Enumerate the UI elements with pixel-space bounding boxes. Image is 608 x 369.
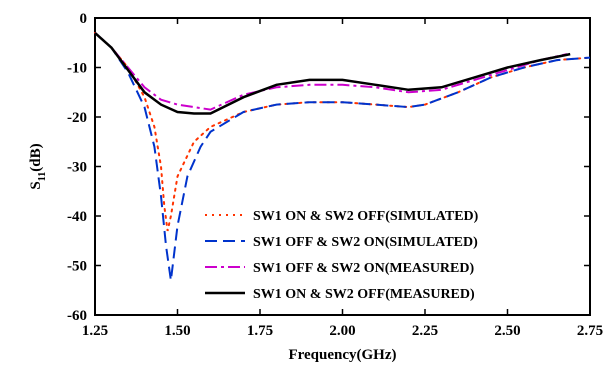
- y-axis-title-subscript: 11: [37, 172, 48, 181]
- x-tick-label: 2.00: [329, 323, 355, 339]
- series-line-4: [94, 31, 571, 115]
- y-tick-label: -50: [67, 259, 87, 275]
- series-layer: [94, 31, 591, 281]
- series-line-1: [94, 31, 591, 232]
- x-tick-label: 1.50: [164, 323, 190, 339]
- legend-label-4: SW1 ON & SW2 OFF(MEASURED): [253, 287, 475, 302]
- x-axis-title: Frequency(GHz): [288, 347, 396, 363]
- x-axis-ticks: 1.25 1.50 1.75 2.00 2.25 2.50 2.75: [82, 18, 603, 339]
- y-tick-label: -10: [67, 61, 87, 77]
- x-tick-label: 2.75: [577, 323, 603, 339]
- y-axis-title: S11(dB): [28, 143, 48, 189]
- x-tick-label: 2.25: [412, 323, 438, 339]
- legend-label-2: SW1 OFF & SW2 ON(SIMULATED): [253, 235, 478, 250]
- legend-label-3: SW1 OFF & SW2 ON(MEASURED): [253, 261, 474, 276]
- series-line-3: [94, 32, 568, 111]
- y-axis-title-main: S: [28, 181, 44, 189]
- y-tick-label: 0: [80, 11, 88, 27]
- y-axis-title-unit: (dB): [28, 143, 44, 171]
- legend-label-1: SW1 ON & SW2 OFF(SIMULATED): [253, 209, 479, 224]
- y-tick-label: -20: [67, 110, 87, 126]
- y-tick-label: -60: [67, 308, 87, 324]
- series-line-2: [94, 32, 591, 281]
- y-tick-label: -30: [67, 160, 87, 176]
- y-tick-label: -40: [67, 209, 87, 225]
- y-axis-ticks: 0 -10 -20 -30 -40 -50 -60: [67, 11, 590, 324]
- x-tick-label: 1.25: [82, 323, 108, 339]
- x-tick-label: 2.50: [494, 323, 520, 339]
- legend: SW1 ON & SW2 OFF(SIMULATED) SW1 OFF & SW2…: [205, 209, 479, 302]
- x-tick-label: 1.75: [247, 323, 273, 339]
